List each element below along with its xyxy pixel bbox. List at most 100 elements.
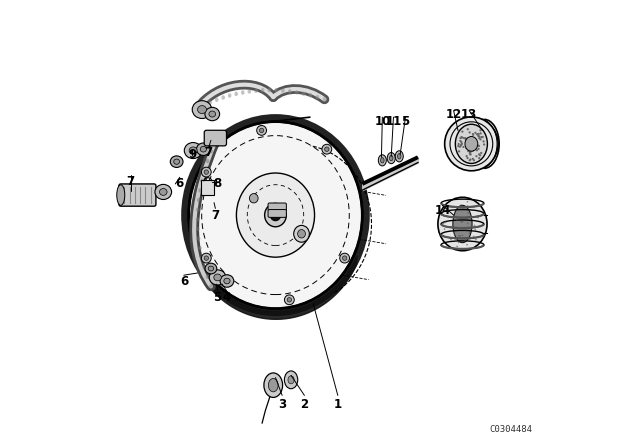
Ellipse shape [214,274,221,281]
Ellipse shape [468,138,470,141]
Ellipse shape [342,256,347,260]
Ellipse shape [198,246,202,250]
Ellipse shape [209,100,212,104]
Ellipse shape [198,106,207,114]
Ellipse shape [472,138,475,140]
Ellipse shape [460,143,462,146]
Ellipse shape [478,137,481,139]
Ellipse shape [477,217,479,219]
Ellipse shape [472,158,474,160]
Ellipse shape [465,137,467,139]
Ellipse shape [468,239,470,241]
Ellipse shape [477,216,479,218]
Ellipse shape [196,143,210,155]
Ellipse shape [465,138,467,141]
Ellipse shape [479,129,481,131]
Ellipse shape [455,124,488,164]
Ellipse shape [465,147,468,150]
FancyBboxPatch shape [268,203,286,211]
Ellipse shape [228,93,232,98]
Ellipse shape [208,266,214,271]
Ellipse shape [197,198,200,202]
Ellipse shape [202,167,211,177]
Ellipse shape [454,239,456,241]
Ellipse shape [477,135,479,138]
Ellipse shape [340,253,349,263]
Ellipse shape [264,203,286,227]
Ellipse shape [458,235,460,237]
Ellipse shape [475,144,477,146]
Ellipse shape [465,142,468,144]
Text: 10: 10 [374,115,390,128]
Ellipse shape [281,88,285,93]
Ellipse shape [478,145,480,147]
Ellipse shape [466,244,468,246]
Ellipse shape [479,154,481,156]
Ellipse shape [459,235,461,237]
Ellipse shape [221,95,225,100]
Ellipse shape [467,201,468,202]
Text: 5: 5 [401,115,410,128]
Ellipse shape [397,154,401,159]
Ellipse shape [268,88,271,92]
Ellipse shape [159,189,167,195]
Ellipse shape [220,275,234,287]
Ellipse shape [468,232,470,234]
Ellipse shape [460,204,462,206]
Ellipse shape [483,143,485,146]
Ellipse shape [462,221,463,223]
Text: 7: 7 [127,175,135,188]
Ellipse shape [477,134,479,136]
Ellipse shape [275,88,278,92]
Ellipse shape [209,284,212,289]
Ellipse shape [477,133,480,135]
Ellipse shape [460,141,463,143]
Ellipse shape [390,155,393,161]
Ellipse shape [475,239,477,241]
Ellipse shape [381,158,384,163]
Text: 6: 6 [180,276,188,289]
Ellipse shape [248,89,251,94]
Ellipse shape [241,90,244,95]
Ellipse shape [466,217,468,219]
Ellipse shape [454,233,456,235]
Ellipse shape [270,210,281,221]
Ellipse shape [476,144,479,146]
Ellipse shape [468,152,471,154]
Ellipse shape [464,237,465,239]
Ellipse shape [458,143,460,145]
Ellipse shape [474,141,476,143]
Ellipse shape [387,152,396,164]
Ellipse shape [452,226,453,228]
FancyBboxPatch shape [119,184,156,206]
Ellipse shape [469,153,472,155]
Ellipse shape [479,132,482,134]
Ellipse shape [467,223,468,224]
Ellipse shape [264,373,283,397]
Ellipse shape [200,178,204,183]
Ellipse shape [456,246,458,247]
Ellipse shape [196,207,200,212]
Ellipse shape [472,133,474,135]
Ellipse shape [116,185,125,205]
Ellipse shape [254,88,258,93]
Ellipse shape [196,227,200,231]
Ellipse shape [460,137,461,139]
Ellipse shape [478,157,481,159]
FancyBboxPatch shape [268,210,286,217]
Ellipse shape [470,151,472,153]
Ellipse shape [196,217,199,222]
Text: 8: 8 [214,177,221,190]
Ellipse shape [184,142,202,159]
Ellipse shape [295,90,298,95]
Ellipse shape [155,185,172,199]
Ellipse shape [458,150,460,152]
Text: 4: 4 [222,291,230,304]
Ellipse shape [443,223,445,224]
Ellipse shape [465,239,466,241]
Ellipse shape [461,235,463,237]
Ellipse shape [459,146,461,148]
Text: 1: 1 [333,398,342,411]
Ellipse shape [257,125,266,135]
Ellipse shape [460,140,461,142]
